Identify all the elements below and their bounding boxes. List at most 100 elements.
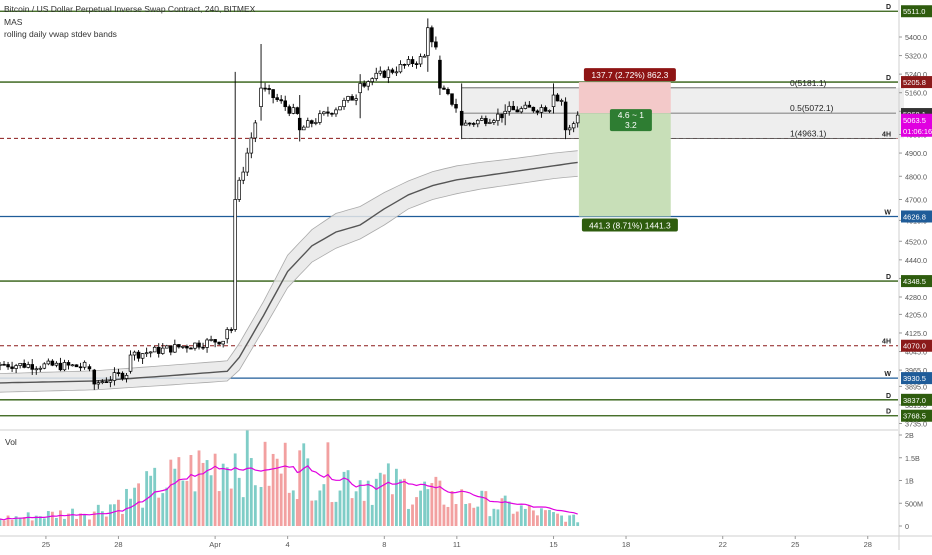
y-tick-label: 4700.0 [905,195,927,204]
candle-body [283,100,287,108]
price-tag-bg [901,275,932,288]
candle-body [496,113,500,121]
candle-body [245,152,250,173]
volume-bar [386,463,390,526]
candle-body [34,368,39,371]
volume-bar [193,491,197,526]
volume-bar [446,506,450,526]
candle-body [279,99,283,102]
volume-bar [18,517,22,526]
candle-body [10,366,14,369]
x-tick-label: 18 [622,540,630,549]
stop-label: 137.7 (2.72%) 862.3 [591,70,668,80]
candle-body [426,27,430,56]
x-tick-label: 28 [864,540,872,549]
vol-tick-label: 1B [905,477,914,486]
candle-body [30,364,34,370]
volume-bar [30,520,34,526]
study-vwap-label: rolling daily vwap stdev bands [4,29,117,39]
candle-body [18,363,22,366]
candle-body [297,117,302,131]
candle-body [70,364,75,367]
candle-body [144,352,149,355]
candle-body [62,362,67,371]
volume-bar [302,443,306,526]
candle-body [330,112,334,115]
volume-bar [350,498,354,526]
volume-bar [108,504,112,526]
x-tick-label: Apr [209,540,221,549]
candle-body [201,346,205,349]
candle-body [189,347,193,350]
candle-body [346,96,350,101]
stop-label-bg [583,68,676,82]
vol-tick-label: 1.5B [905,454,920,463]
timeframe-marker: D [886,274,891,281]
price-tag-label: 5511.0 [903,7,925,16]
candle-body [450,93,454,105]
candle-body [463,122,468,126]
volume-bar [104,516,108,526]
candle-body [358,83,362,94]
candle-body [531,106,536,112]
volume-bar [334,501,338,526]
volume-bar [71,508,74,526]
price-tag-bg [901,409,932,422]
x-tick-label: 4 [286,540,290,549]
candle-body [152,346,157,353]
volume-bar [540,508,543,526]
price-tag-label: 01:06:16 [903,127,932,136]
volume-bar [318,490,322,526]
position-tool[interactable]: 0(5181.1) 0.5(5072.1) 1(4963.1) 137.7 (2.72… [461,68,904,232]
candle-body [471,123,476,125]
candle-body [148,351,153,354]
vol-tick-label: 0 [905,522,909,531]
volume-bar [310,500,314,526]
volume-bar [253,485,257,526]
candle-body [515,109,520,113]
candle-body [22,363,26,368]
price-tag-label: 5063.5 [903,116,926,125]
volume-bars [0,429,580,526]
volume-bar [67,513,70,526]
candles [0,18,580,390]
vwap-band-fill [0,150,578,393]
candle-body [96,382,101,385]
stop-loss-zone [578,82,671,114]
candle-body [38,367,43,370]
candle-body [181,345,185,348]
price-tag-label: 4348.5 [903,277,926,286]
volume-bar [263,441,267,526]
candle-body [87,366,92,370]
candle-body [342,100,346,108]
price-tag-label: 5205.8 [903,78,926,87]
volume-bar [189,455,193,526]
candle-body [374,72,379,79]
y-tick-label: 4280.0 [905,293,927,302]
candle-body [132,351,137,356]
volume-bar [354,491,358,526]
price-tag-label: 3930.5 [903,374,926,383]
volume-bar [442,504,446,526]
candle-body [430,27,434,43]
candle-body [136,351,141,359]
target-label-bg [581,218,678,232]
candle-body [559,100,564,102]
volume-bar [358,480,362,526]
candle-body [92,369,97,385]
candle-body [197,342,201,348]
candle-body [511,105,515,111]
volume-bar [177,457,181,526]
candle-body [271,89,275,99]
volume-bar [531,510,535,526]
vwap-bands [0,150,578,393]
ratio-label: 4.6 ~ 1 [618,110,645,120]
volume-bar [22,517,26,526]
volume-bar [564,521,568,526]
volume-bar [419,490,422,526]
candle-body [263,87,267,90]
candle-body [310,120,314,124]
timeframe-marker: D [886,75,891,82]
